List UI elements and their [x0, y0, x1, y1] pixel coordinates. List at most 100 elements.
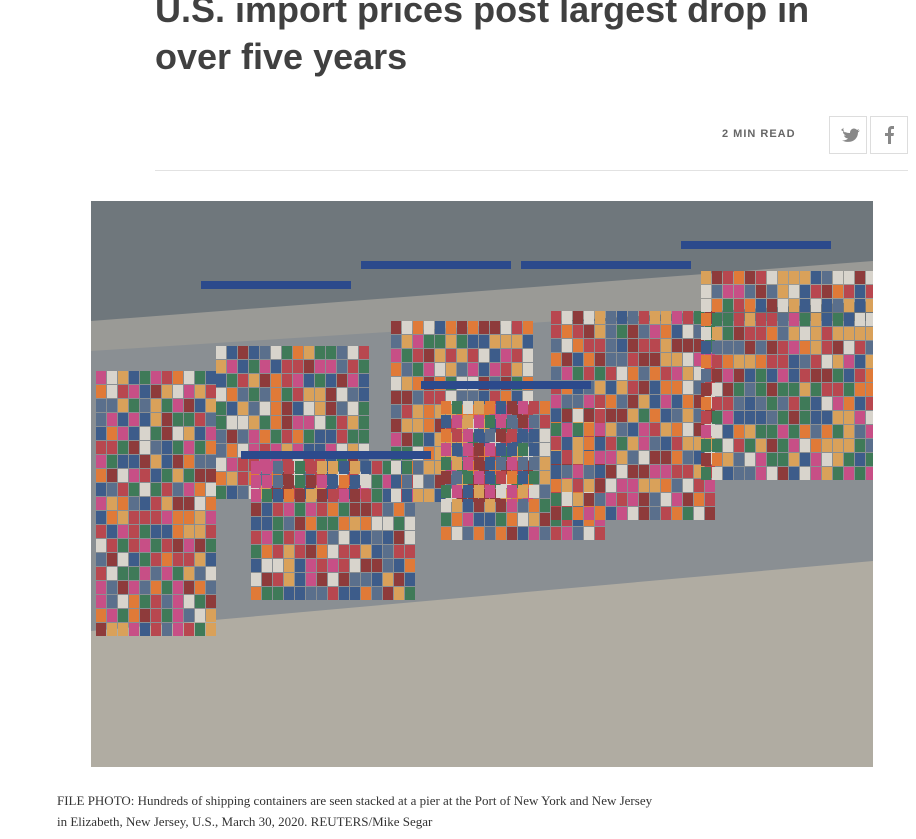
container — [350, 531, 360, 544]
container — [315, 374, 325, 387]
container — [562, 527, 572, 540]
container — [694, 451, 704, 464]
container — [96, 455, 106, 468]
container — [490, 363, 500, 376]
container — [745, 439, 755, 452]
container — [683, 381, 693, 394]
container — [518, 513, 528, 526]
container — [639, 395, 649, 408]
container — [206, 497, 216, 510]
container — [339, 461, 349, 474]
container — [734, 467, 744, 480]
container — [855, 453, 865, 466]
container — [424, 349, 434, 362]
container — [683, 409, 693, 422]
container — [118, 469, 128, 482]
container — [822, 285, 832, 298]
twitter-share[interactable] — [829, 116, 867, 154]
container — [162, 455, 172, 468]
container — [507, 471, 517, 484]
container — [639, 465, 649, 478]
container — [359, 388, 369, 401]
container — [734, 271, 744, 284]
container — [359, 430, 369, 443]
container — [811, 271, 821, 284]
container — [694, 381, 704, 394]
container — [195, 483, 205, 496]
container — [361, 545, 371, 558]
container — [800, 397, 810, 410]
container — [337, 416, 347, 429]
container — [238, 444, 248, 457]
container — [712, 355, 722, 368]
container — [767, 425, 777, 438]
container — [606, 437, 616, 450]
container — [650, 465, 660, 478]
container — [496, 485, 506, 498]
container — [712, 299, 722, 312]
container — [295, 573, 305, 586]
container — [822, 425, 832, 438]
container — [391, 433, 401, 446]
container — [184, 539, 194, 552]
container — [463, 527, 473, 540]
container — [562, 507, 572, 520]
container — [844, 313, 854, 326]
container — [529, 415, 539, 428]
container — [551, 423, 561, 436]
container — [337, 430, 347, 443]
container — [424, 321, 434, 334]
container — [712, 453, 722, 466]
container — [282, 444, 292, 457]
container — [262, 559, 272, 572]
container — [562, 479, 572, 492]
container — [260, 388, 270, 401]
container — [96, 553, 106, 566]
crane — [241, 451, 431, 459]
container — [595, 465, 605, 478]
container — [584, 339, 594, 352]
container — [195, 455, 205, 468]
container — [273, 531, 283, 544]
container — [216, 458, 226, 471]
container — [446, 391, 456, 404]
container — [184, 469, 194, 482]
container — [317, 503, 327, 516]
container — [151, 441, 161, 454]
container — [584, 353, 594, 366]
container — [844, 285, 854, 298]
container — [282, 402, 292, 415]
container — [350, 475, 360, 488]
container — [413, 377, 423, 390]
container — [227, 430, 237, 443]
container — [96, 385, 106, 398]
container — [151, 497, 161, 510]
container — [295, 531, 305, 544]
container — [238, 416, 248, 429]
container — [348, 346, 358, 359]
container — [811, 341, 821, 354]
container — [501, 335, 511, 348]
container — [326, 444, 336, 457]
container — [107, 399, 117, 412]
container — [606, 507, 616, 520]
divider — [155, 170, 908, 171]
quay — [91, 261, 873, 351]
container — [457, 335, 467, 348]
container — [405, 573, 415, 586]
container — [855, 271, 865, 284]
facebook-share[interactable] — [870, 116, 908, 154]
container — [573, 507, 583, 520]
container — [833, 397, 843, 410]
container — [701, 271, 711, 284]
container — [778, 383, 788, 396]
container — [273, 517, 283, 530]
container — [129, 497, 139, 510]
container — [855, 425, 865, 438]
container — [394, 559, 404, 572]
container — [306, 573, 316, 586]
container — [402, 461, 412, 474]
container — [800, 383, 810, 396]
container — [195, 371, 205, 384]
container — [216, 374, 226, 387]
